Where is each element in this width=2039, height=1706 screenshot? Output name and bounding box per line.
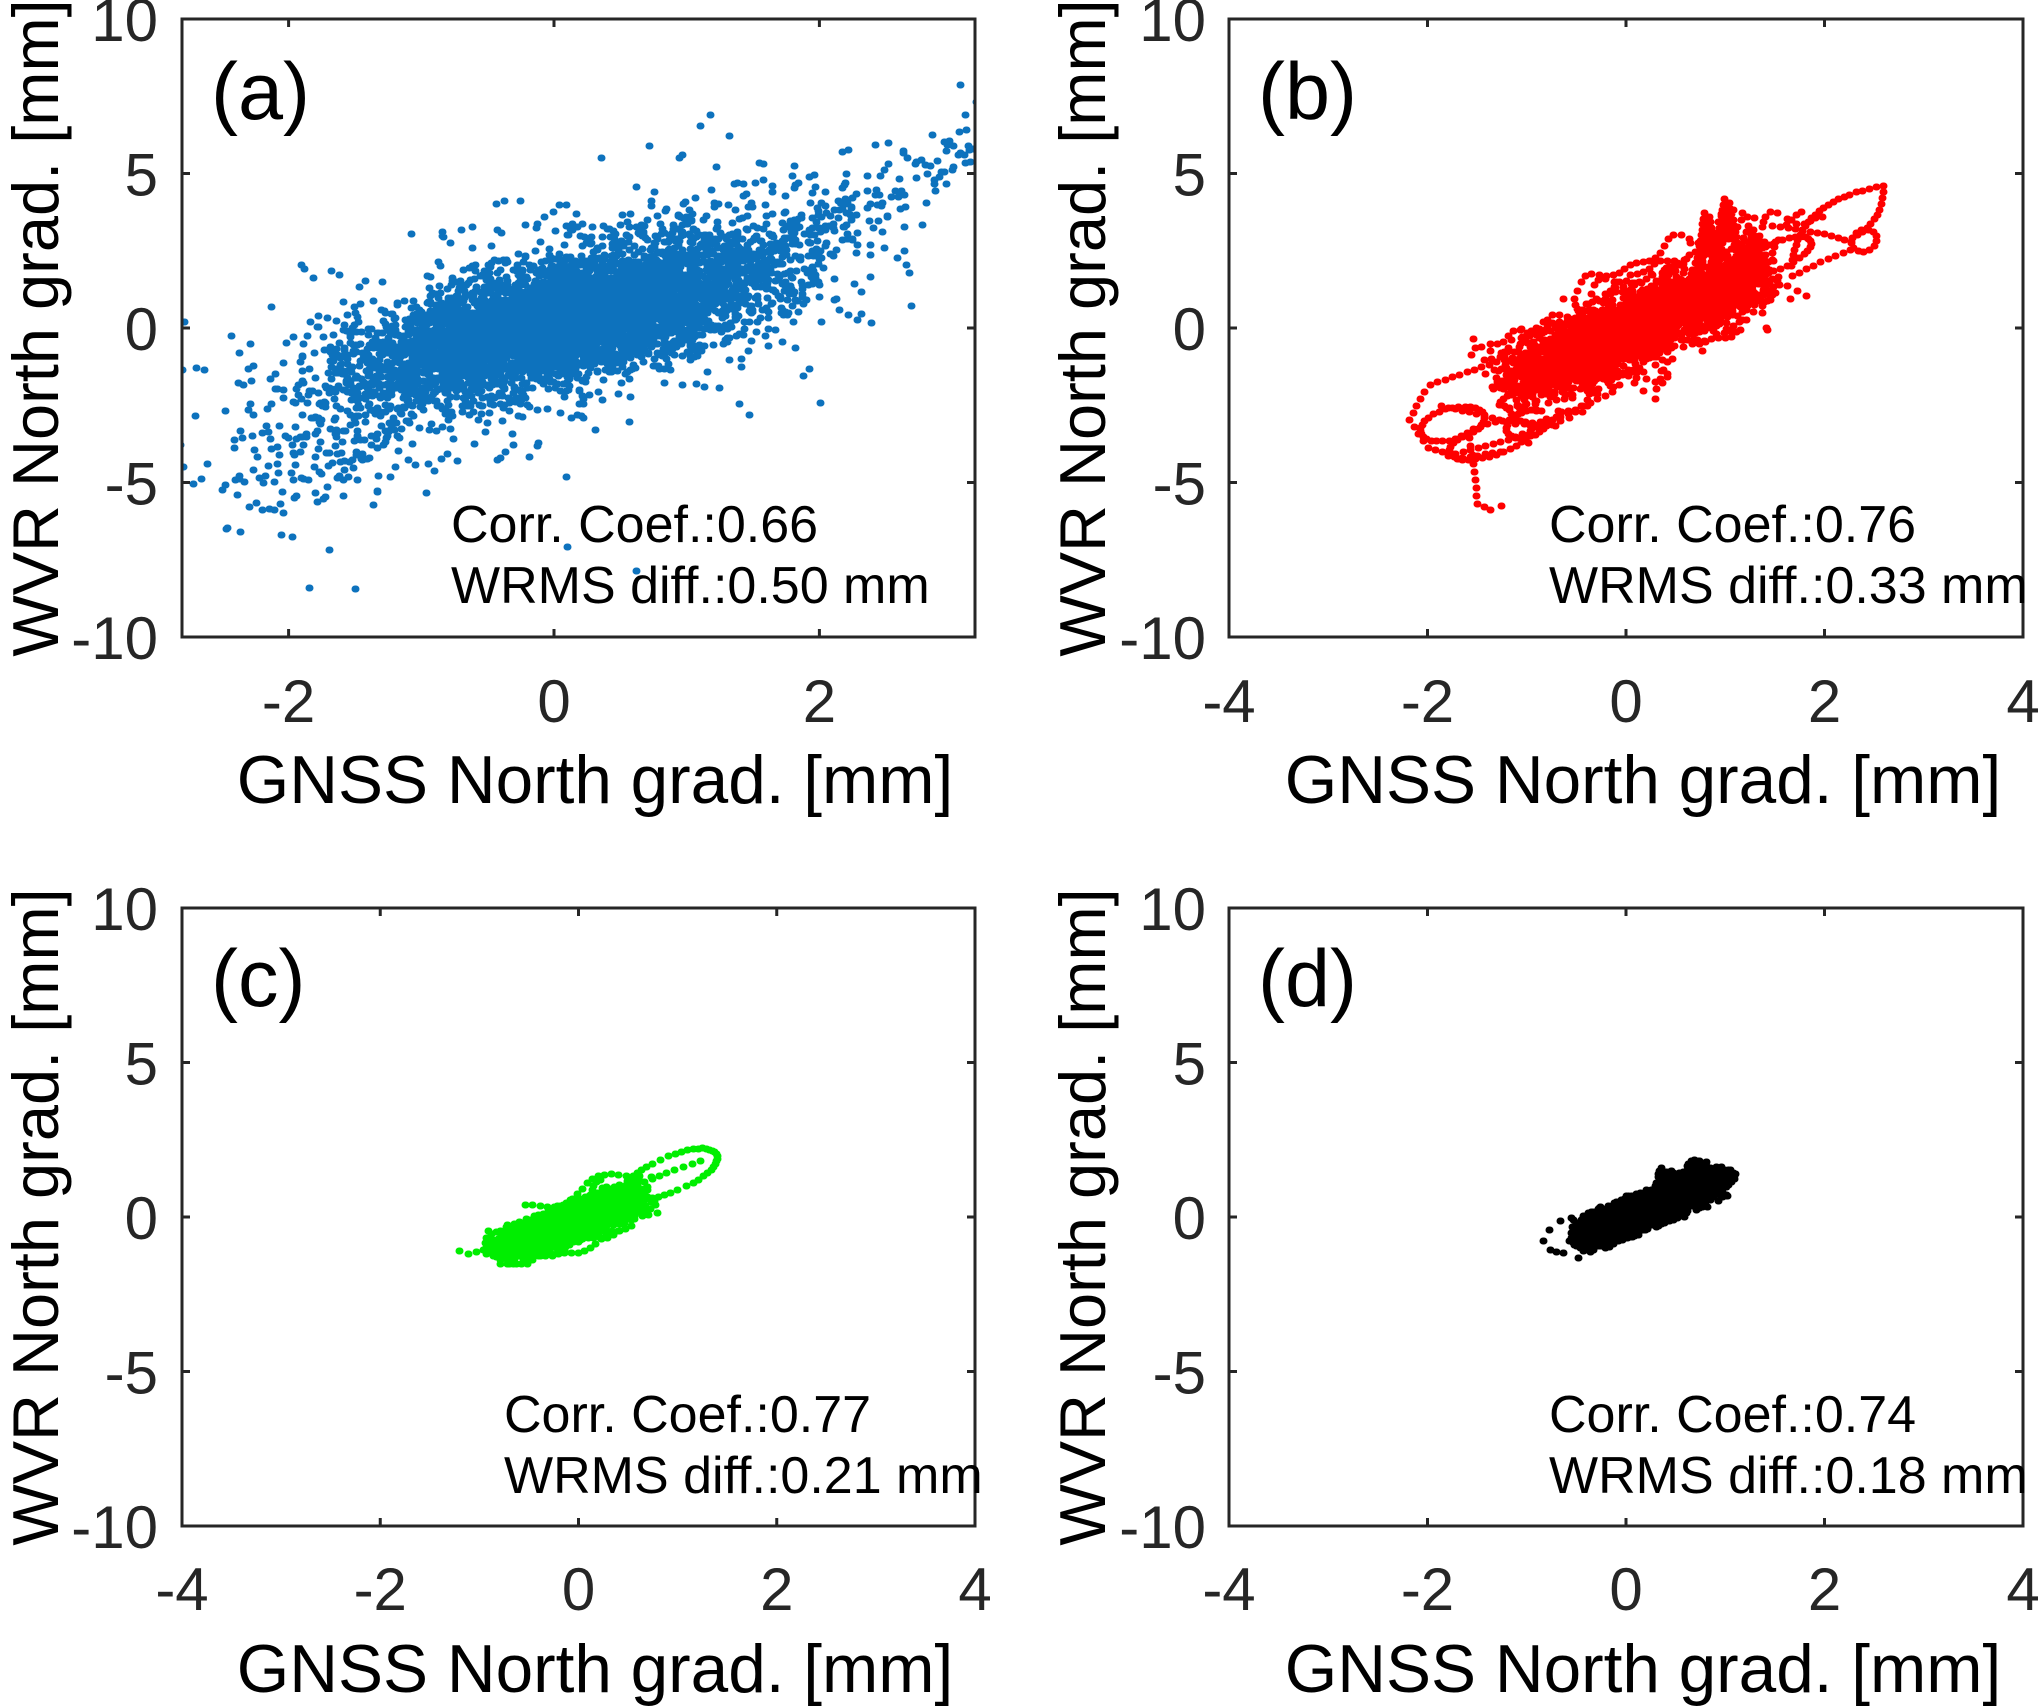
svg-text:4: 4: [2006, 668, 2039, 735]
svg-text:10: 10: [91, 0, 158, 54]
svg-text:GNSS North grad. [mm]: GNSS North grad. [mm]: [1285, 743, 2001, 818]
svg-text:0: 0: [125, 296, 158, 363]
svg-text:Corr. Coef.:0.76: Corr. Coef.:0.76: [1549, 496, 1916, 554]
svg-text:5: 5: [125, 142, 158, 209]
svg-text:-5: -5: [105, 1340, 158, 1407]
svg-text:WVR North grad. [mm]: WVR North grad. [mm]: [0, 888, 72, 1545]
svg-text:0: 0: [1173, 1185, 1206, 1252]
svg-text:5: 5: [125, 1031, 158, 1098]
svg-text:2: 2: [1808, 668, 1841, 735]
svg-text:-4: -4: [155, 1556, 208, 1623]
svg-text:(c): (c): [211, 934, 305, 1024]
svg-text:-10: -10: [1119, 605, 1206, 672]
svg-text:(a): (a): [211, 47, 310, 137]
svg-text:WRMS diff.:0.33 mm: WRMS diff.:0.33 mm: [1549, 557, 2028, 615]
svg-text:Corr. Coef.:0.74: Corr. Coef.:0.74: [1549, 1386, 1916, 1444]
svg-text:-5: -5: [1153, 1340, 1206, 1407]
svg-text:10: 10: [1139, 0, 1206, 54]
svg-text:GNSS North grad. [mm]: GNSS North grad. [mm]: [237, 1632, 953, 1706]
svg-text:-10: -10: [71, 1494, 158, 1561]
svg-text:4: 4: [958, 1556, 991, 1623]
svg-text:-2: -2: [1401, 1556, 1454, 1623]
svg-text:-2: -2: [354, 1556, 407, 1623]
svg-text:(d): (d): [1258, 934, 1357, 1024]
svg-text:Corr. Coef.:0.77: Corr. Coef.:0.77: [504, 1386, 871, 1444]
svg-text:2: 2: [1808, 1556, 1841, 1623]
svg-text:4: 4: [2006, 1556, 2039, 1623]
svg-text:WVR North grad. [mm]: WVR North grad. [mm]: [1046, 888, 1119, 1545]
svg-text:0: 0: [125, 1185, 158, 1252]
svg-text:WVR North grad. [mm]: WVR North grad. [mm]: [0, 0, 72, 657]
svg-text:GNSS North grad. [mm]: GNSS North grad. [mm]: [1285, 1632, 2001, 1706]
svg-text:-4: -4: [1202, 668, 1255, 735]
svg-text:WRMS diff.:0.21 mm: WRMS diff.:0.21 mm: [504, 1447, 983, 1505]
svg-text:-5: -5: [105, 451, 158, 518]
svg-text:5: 5: [1173, 142, 1206, 209]
svg-text:Corr. Coef.:0.66: Corr. Coef.:0.66: [451, 496, 818, 554]
svg-text:-10: -10: [71, 605, 158, 672]
svg-text:WRMS diff.:0.50 mm: WRMS diff.:0.50 mm: [451, 557, 930, 615]
svg-text:-10: -10: [1119, 1494, 1206, 1561]
svg-text:0: 0: [537, 668, 570, 735]
svg-text:5: 5: [1173, 1031, 1206, 1098]
svg-text:0: 0: [1173, 296, 1206, 363]
svg-text:-2: -2: [1401, 668, 1454, 735]
svg-text:(b): (b): [1258, 47, 1357, 137]
svg-text:WVR North grad. [mm]: WVR North grad. [mm]: [1046, 0, 1119, 657]
svg-text:10: 10: [1139, 876, 1206, 943]
svg-text:-2: -2: [262, 668, 315, 735]
svg-text:0: 0: [562, 1556, 595, 1623]
svg-text:GNSS North grad. [mm]: GNSS North grad. [mm]: [237, 743, 953, 818]
svg-text:0: 0: [1609, 1556, 1642, 1623]
svg-text:2: 2: [803, 668, 836, 735]
svg-text:-4: -4: [1202, 1556, 1255, 1623]
svg-text:0: 0: [1609, 668, 1642, 735]
svg-text:-5: -5: [1153, 451, 1206, 518]
svg-text:10: 10: [91, 876, 158, 943]
svg-text:WRMS diff.:0.18 mm: WRMS diff.:0.18 mm: [1549, 1447, 2028, 1505]
svg-text:2: 2: [760, 1556, 793, 1623]
